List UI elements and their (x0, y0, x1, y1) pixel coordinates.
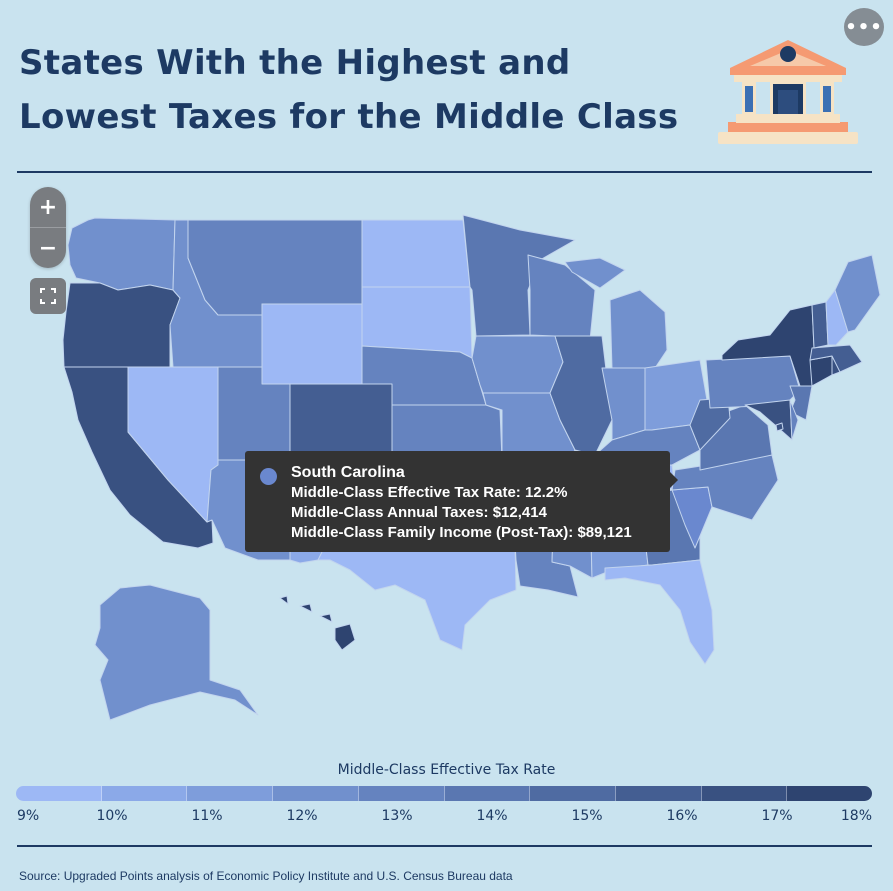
state-nh[interactable] (825, 289, 849, 346)
header-divider (17, 171, 872, 173)
state-tooltip: South Carolina Middle-Class Effective Ta… (245, 451, 678, 552)
zoom-controls: + − (30, 187, 66, 268)
state-fl[interactable] (604, 559, 715, 665)
tooltip-family-income: Middle-Class Family Income (Post-Tax): $… (291, 524, 632, 541)
state-ks[interactable] (391, 404, 503, 461)
state-me[interactable] (834, 254, 881, 333)
fullscreen-icon (40, 288, 56, 304)
legend-tick-label: 11% (191, 808, 223, 824)
state-in[interactable] (601, 367, 646, 441)
tooltip-color-dot (260, 468, 277, 485)
state-de[interactable] (789, 399, 799, 441)
state-il[interactable] (549, 335, 613, 456)
state-wy[interactable] (261, 303, 363, 385)
zoom-in-button[interactable]: + (30, 187, 66, 228)
state-nj[interactable] (789, 385, 813, 421)
legend-segment (187, 786, 274, 801)
bank-building-icon (718, 40, 858, 144)
legend-title: Middle-Class Effective Tax Rate (337, 762, 556, 778)
legend-tick-label: 18% (840, 808, 872, 824)
legend-segment (358, 786, 445, 801)
legend-tick-label: 14% (476, 808, 508, 824)
state-mt[interactable] (187, 219, 363, 316)
legend-tick-label: 9% (17, 808, 40, 824)
legend-segment (701, 786, 788, 801)
state-vt[interactable] (811, 301, 829, 349)
legend-color-scale (16, 786, 872, 801)
state-or[interactable] (62, 282, 181, 368)
page-title: States With the Highest and Lowest Taxes… (19, 36, 678, 144)
legend-tick-label: 16% (666, 808, 698, 824)
state-ma[interactable] (809, 344, 863, 373)
state-ak[interactable] (94, 584, 259, 721)
footer-divider (17, 845, 872, 847)
legend-tick-label: 15% (571, 808, 603, 824)
tooltip-annual-taxes: Middle-Class Annual Taxes: $12,414 (291, 504, 547, 521)
state-nd[interactable] (361, 219, 471, 288)
legend-tick-label: 17% (761, 808, 793, 824)
title-line-2: Lowest Taxes for the Middle Class (19, 97, 679, 137)
fullscreen-button[interactable] (30, 278, 66, 314)
state-hi[interactable] (279, 595, 356, 651)
legend-segment (444, 786, 531, 801)
tooltip-tax-rate: Middle-Class Effective Tax Rate: 12.2% (291, 484, 568, 501)
legend-tick-label: 13% (381, 808, 413, 824)
more-options-button[interactable]: ••• (844, 8, 884, 46)
legend-tick-label: 10% (96, 808, 128, 824)
legend-segment (615, 786, 702, 801)
title-line-1: States With the Highest and (19, 43, 571, 83)
legend-segment (16, 786, 102, 801)
state-md[interactable] (744, 399, 793, 441)
legend-segment (787, 786, 872, 801)
state-ia[interactable] (471, 335, 564, 394)
tooltip-state-name: South Carolina (291, 464, 405, 481)
zoom-out-button[interactable]: − (38, 235, 58, 261)
state-dc[interactable] (775, 422, 784, 432)
state-ct[interactable] (809, 355, 833, 387)
state-mn[interactable] (462, 214, 576, 337)
legend-segment (530, 786, 616, 801)
legend-tick-label: 12% (286, 808, 318, 824)
state-wa[interactable] (67, 217, 176, 291)
legend-segment (273, 786, 359, 801)
legend-segment (101, 786, 188, 801)
state-nc[interactable] (671, 454, 779, 521)
source-note: Source: Upgraded Points analysis of Econ… (19, 869, 513, 883)
